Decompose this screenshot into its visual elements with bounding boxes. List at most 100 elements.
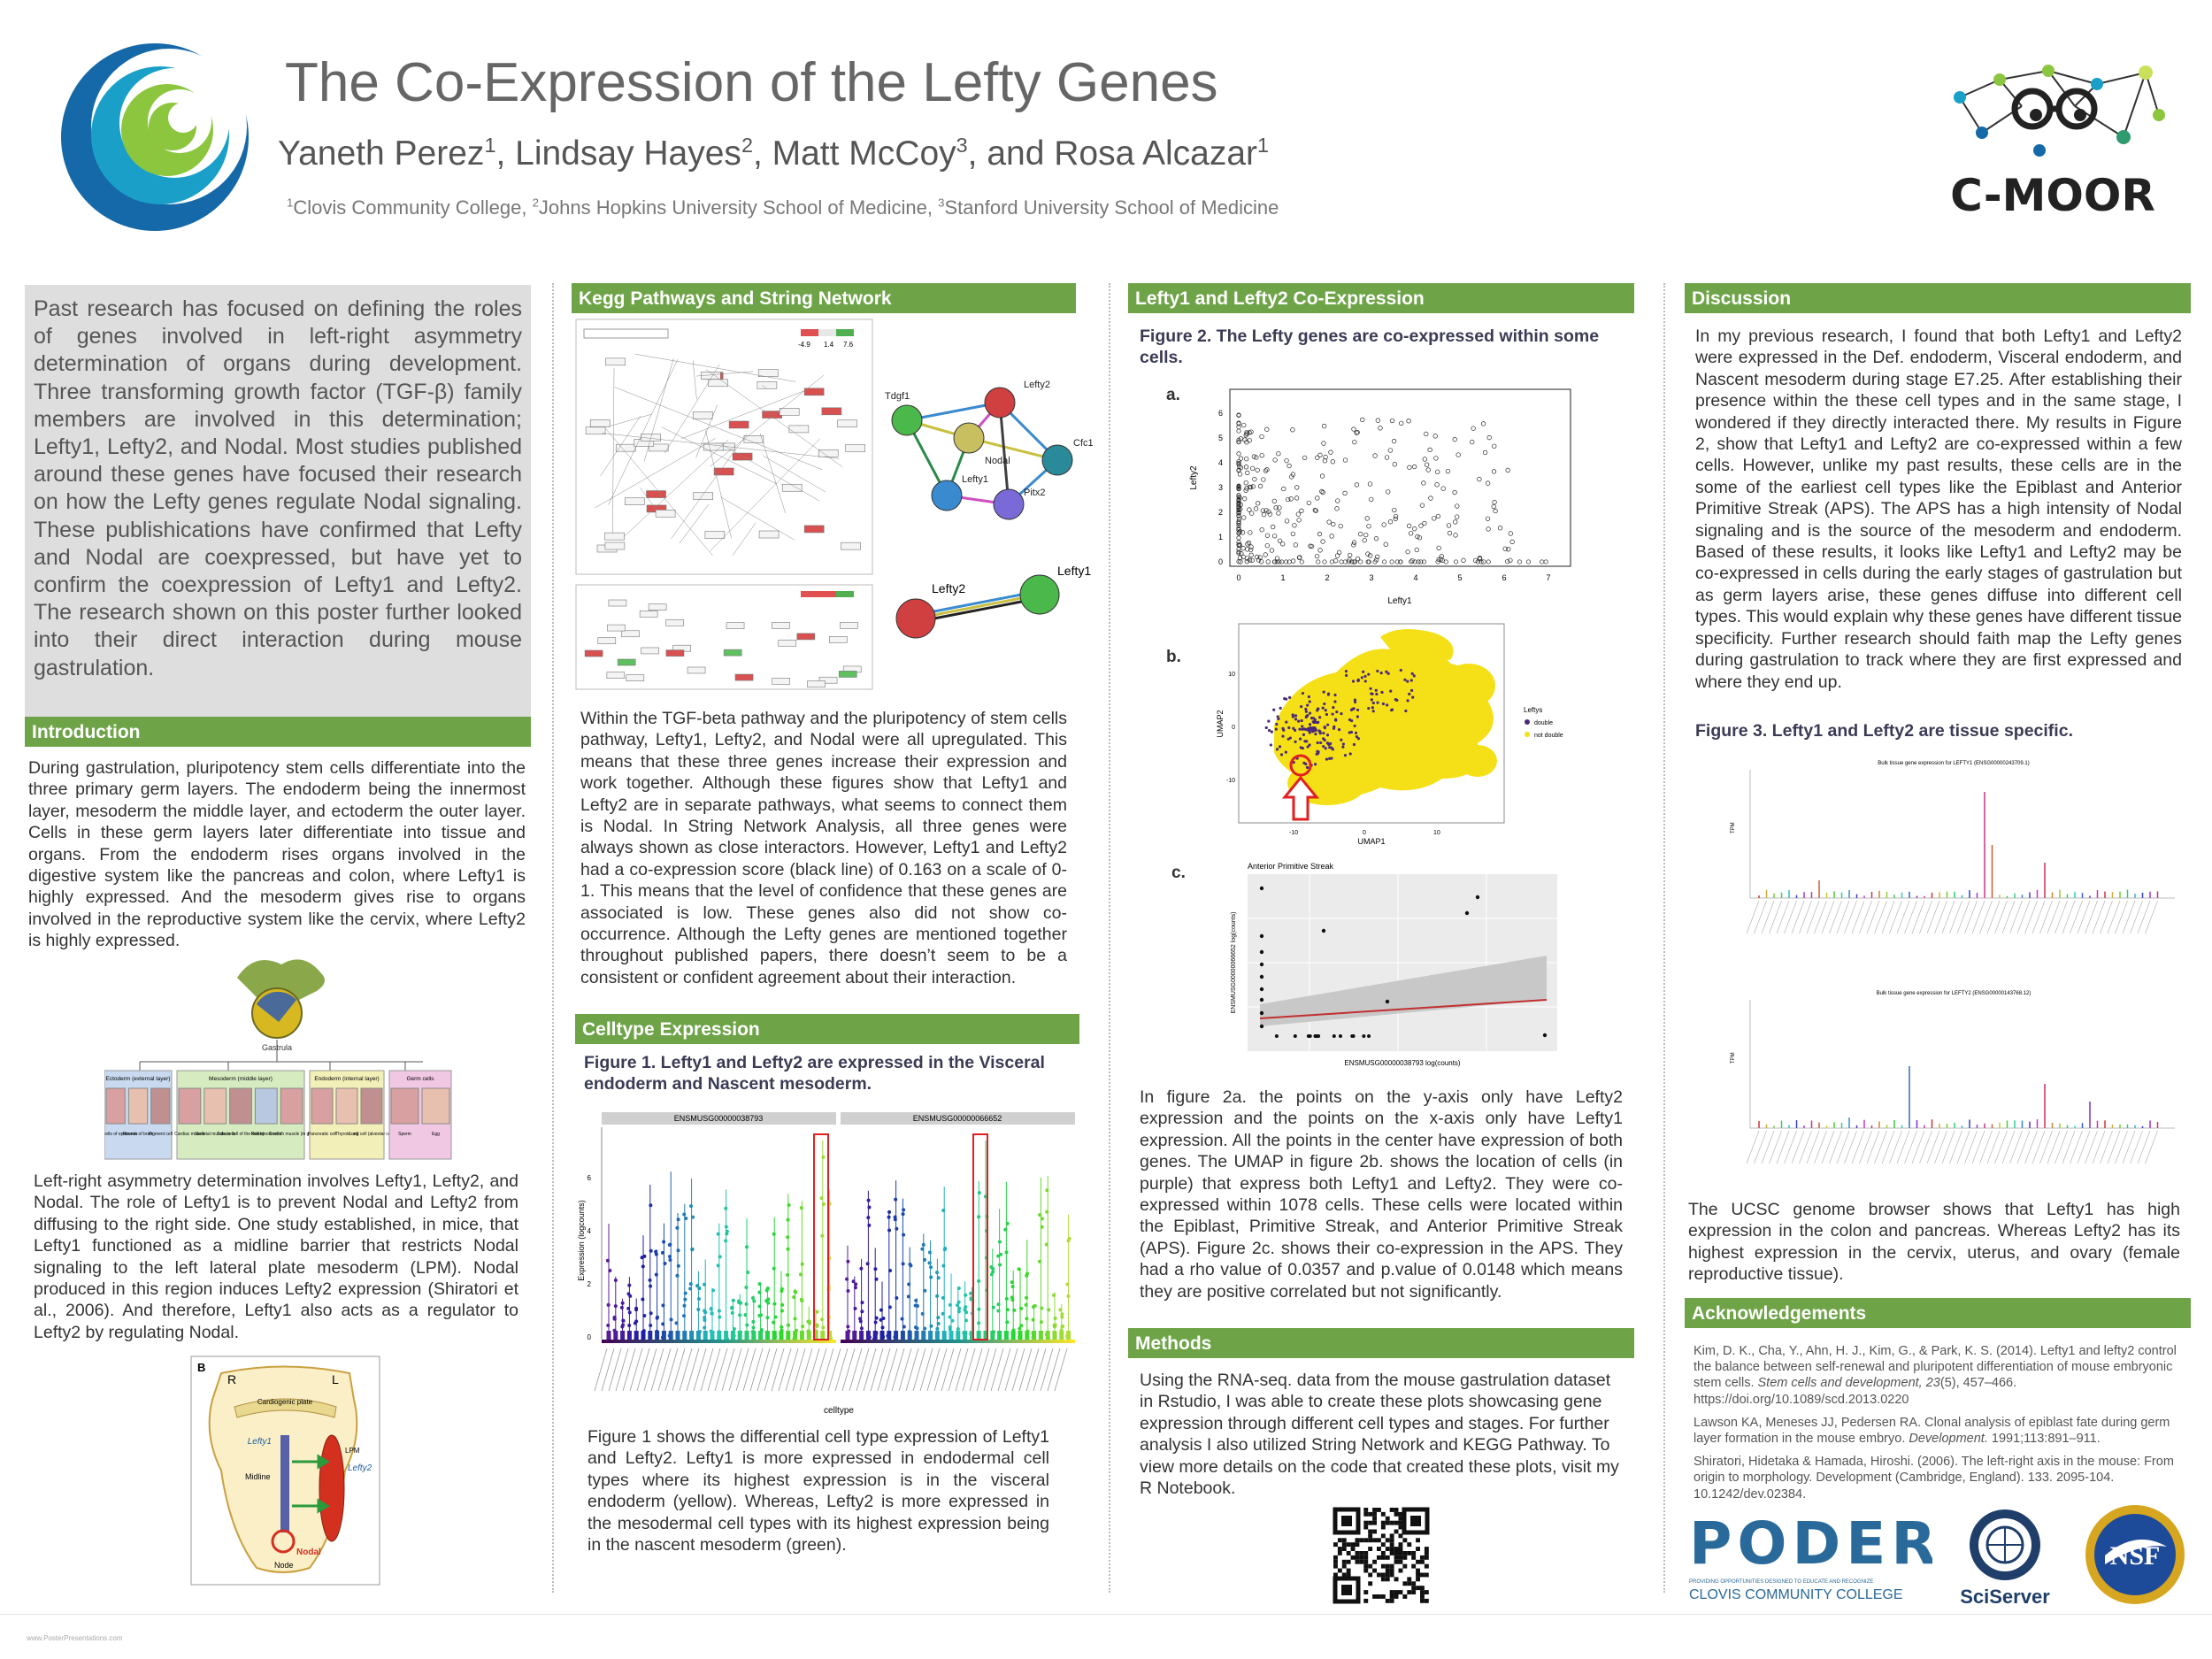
scatter-point — [1236, 549, 1241, 555]
tissue-label — [1769, 1130, 1782, 1164]
umap-point — [1325, 733, 1330, 737]
legend-item: not double — [1534, 733, 1563, 739]
umap-point — [1302, 733, 1306, 736]
umap-point — [1331, 712, 1334, 716]
qr-module — [1402, 1551, 1408, 1555]
tissue-label — [2024, 1130, 2038, 1164]
pathway-node — [704, 531, 726, 539]
qr-module — [1346, 1568, 1351, 1573]
qr-module — [1424, 1547, 1429, 1551]
umap-point — [1314, 732, 1317, 736]
pathway-node — [841, 541, 861, 550]
data-point — [697, 1286, 702, 1291]
data-point — [655, 1315, 659, 1319]
cell-image — [421, 1087, 450, 1125]
data-point — [669, 1317, 673, 1322]
scatter-point — [1296, 518, 1302, 523]
umap-point — [1308, 743, 1311, 747]
legend-value: 1.4 — [824, 341, 834, 349]
violin-body — [806, 1331, 811, 1340]
scatter-point — [1259, 527, 1264, 533]
qr-module — [1394, 1559, 1399, 1564]
umap-point — [1385, 670, 1388, 673]
qr-module — [1407, 1581, 1412, 1586]
tissue-label — [2062, 1130, 2076, 1164]
node-label: Lefty2 — [932, 581, 965, 595]
scatter-point — [1330, 459, 1335, 465]
data-point — [772, 1266, 776, 1271]
qr-module — [1385, 1568, 1390, 1573]
umap-point — [1322, 731, 1325, 735]
scatter-point — [1252, 477, 1257, 482]
scatter-point — [1264, 542, 1270, 549]
germ-layer-figure: Gastrula Ectoderm (external layer)Skin c… — [104, 959, 452, 1160]
violin-body — [887, 1331, 892, 1340]
scatter-point — [1236, 530, 1241, 535]
aps-point — [1464, 910, 1470, 916]
qr-module — [1394, 1547, 1399, 1551]
aps-point — [1332, 1034, 1336, 1038]
data-point — [662, 1240, 666, 1244]
data-point — [999, 1252, 1003, 1256]
tissue-label — [1829, 900, 1842, 934]
violin-body — [772, 1331, 777, 1340]
pathway-node — [597, 637, 617, 644]
scatter-point — [1364, 516, 1370, 521]
qr-module — [1416, 1538, 1420, 1543]
data-point — [887, 1228, 892, 1233]
data-point — [956, 1300, 961, 1304]
scatter-point — [1432, 434, 1438, 439]
x-tick-label — [990, 1348, 1004, 1392]
pathway-node — [607, 624, 626, 632]
data-point — [895, 1296, 899, 1301]
scatter-point — [1471, 426, 1476, 431]
umap-point — [1379, 671, 1383, 675]
qr-module — [1337, 1547, 1342, 1551]
umap-point — [1304, 710, 1308, 713]
data-point — [689, 1204, 694, 1209]
y-tick: 0 — [588, 1333, 592, 1341]
cell-label: Neuron of brain — [123, 1132, 154, 1137]
qr-code[interactable] — [1332, 1506, 1431, 1605]
tissue-label — [1844, 900, 1857, 934]
x-tick-label — [622, 1348, 636, 1392]
qr-module — [1389, 1542, 1394, 1548]
scatter-point — [1502, 546, 1508, 551]
node-label: Node — [274, 1561, 294, 1570]
data-point — [858, 1317, 863, 1321]
scatter-point — [1255, 501, 1261, 506]
data-point — [750, 1295, 755, 1300]
scatter-point — [1284, 559, 1289, 565]
violin-body — [827, 1331, 833, 1340]
qr-module — [1420, 1594, 1425, 1599]
scatter-point — [1383, 541, 1388, 547]
pathway-node — [693, 492, 713, 500]
tissue-label — [1896, 1130, 1910, 1164]
scatter-point — [1263, 468, 1269, 473]
qr-module — [1389, 1563, 1394, 1569]
data-point — [820, 1233, 825, 1238]
midline-label: Midline — [245, 1472, 271, 1481]
scatter-point — [1342, 490, 1348, 496]
scatter-point — [1336, 549, 1342, 555]
node-label: Lefty2 — [1024, 380, 1050, 390]
data-point — [920, 1311, 925, 1316]
scatter-point — [1454, 559, 1459, 565]
umap-point — [1370, 698, 1373, 702]
data-point — [819, 1196, 824, 1201]
qr-module — [1389, 1508, 1394, 1512]
data-point — [854, 1282, 858, 1286]
scatter-point — [1263, 508, 1269, 513]
qr-module — [1398, 1511, 1403, 1517]
violin-body — [730, 1331, 735, 1340]
data-point — [915, 1326, 919, 1331]
tissue-label — [1806, 900, 1820, 934]
scatter-point — [1452, 489, 1457, 495]
right-label: R — [227, 1372, 236, 1386]
aps-point — [1259, 974, 1264, 979]
x-tick-label — [884, 1348, 898, 1392]
data-point — [620, 1301, 625, 1305]
pathway-node — [608, 599, 627, 607]
cell-label: Pigment cell — [149, 1132, 173, 1137]
aps-point — [1350, 1034, 1355, 1038]
